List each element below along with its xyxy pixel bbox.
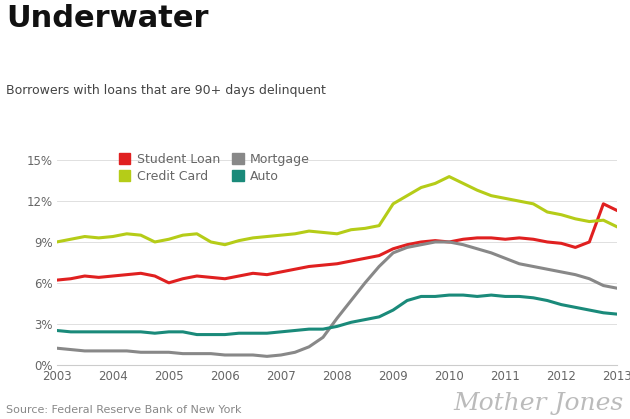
Text: Borrowers with loans that are 90+ days delinquent: Borrowers with loans that are 90+ days d…: [6, 84, 326, 97]
Text: Source: Federal Reserve Bank of New York: Source: Federal Reserve Bank of New York: [6, 405, 242, 415]
Text: Underwater: Underwater: [6, 4, 209, 33]
Legend: Student Loan, Credit Card, Mortgage, Auto: Student Loan, Credit Card, Mortgage, Aut…: [119, 153, 310, 183]
Text: Mother Jones: Mother Jones: [454, 392, 624, 415]
